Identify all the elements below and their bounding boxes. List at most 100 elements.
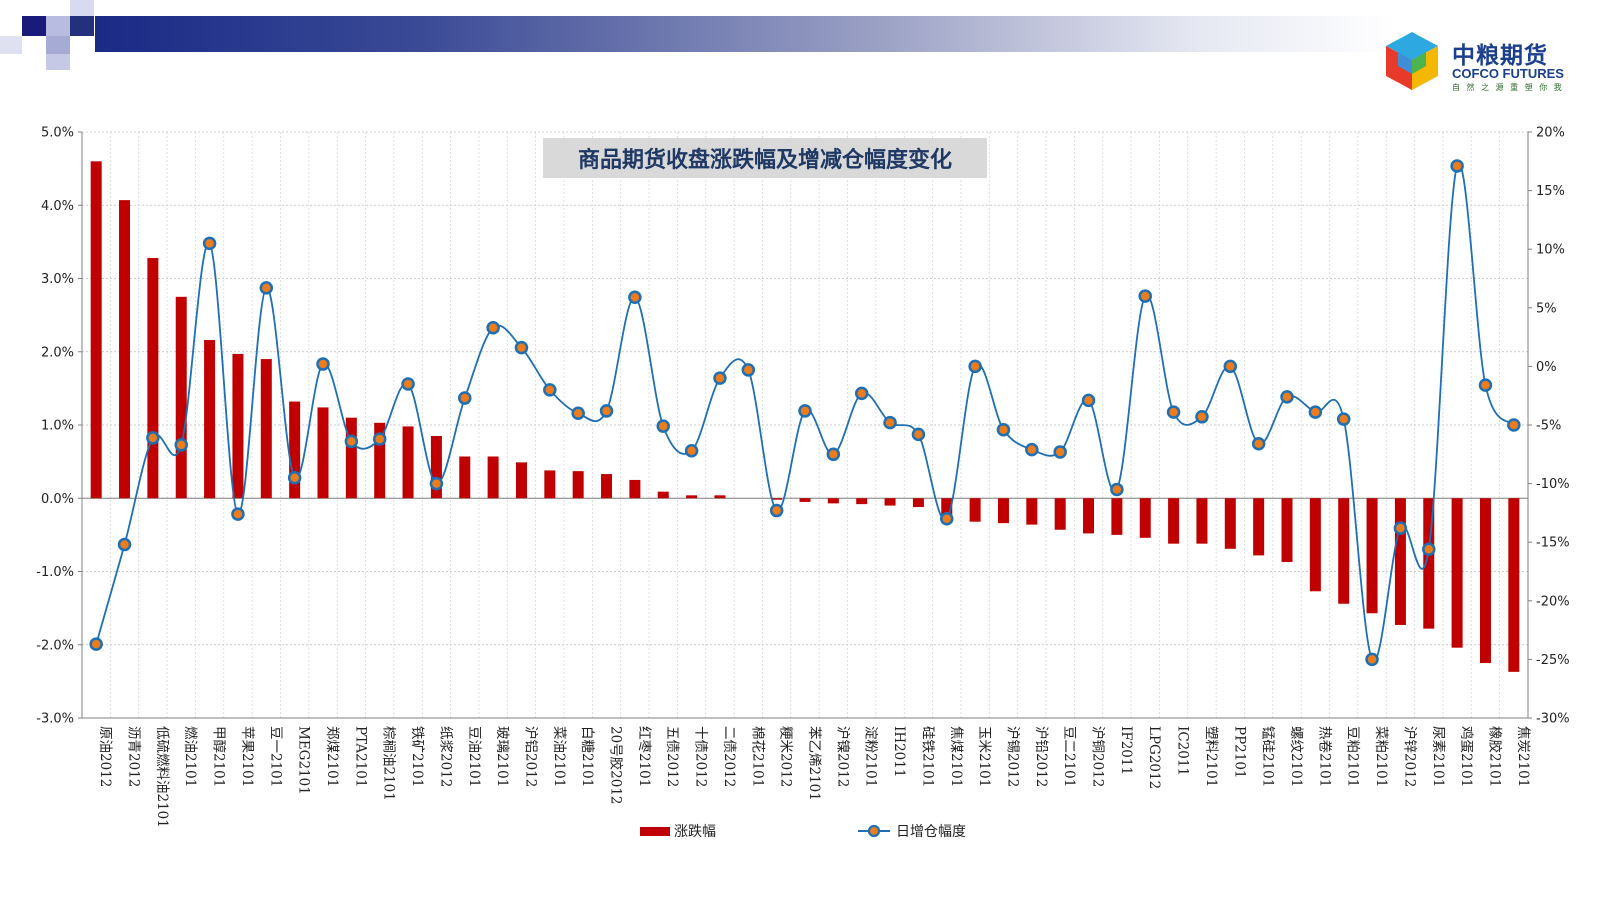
line-point [117,537,132,552]
line-point [599,404,614,418]
x-axis-tick-label: 苹果2101 [239,726,255,787]
line-point [401,377,415,391]
right-axis-tick-label: -25% [1536,653,1570,668]
left-axis-tick-label: 0.0% [41,492,74,507]
line-point [259,281,274,295]
x-axis-tick-label: 螺纹2101 [1288,726,1304,787]
line-point [798,404,812,418]
slide-header [0,0,1600,80]
line-point [1195,410,1209,424]
left-axis-tick-label: -3.0% [36,712,74,727]
header-square-light [0,36,22,54]
x-axis-tick-label: IH2011 [891,726,907,777]
header-square-lavender [46,16,70,36]
x-axis-tick-label: 沪铝2012 [522,726,538,787]
line-point [1478,378,1493,392]
line-point [656,419,670,433]
right-axis-tick-label: -5% [1536,419,1561,434]
header-square-mid [46,36,70,54]
right-axis-tick-label: 20% [1536,126,1565,141]
left-axis-tick-label: 4.0% [41,199,74,214]
line-point [940,512,954,526]
bar [714,495,726,499]
bar [260,359,272,499]
x-axis-tick-label: 塑料2101 [1203,726,1219,787]
line-point [1110,482,1124,497]
line-point [1025,442,1039,457]
bar [459,456,471,499]
x-axis-tick-label: 粳米2012 [778,726,794,787]
chart-title: 商品期货收盘涨跌幅及增减仓幅度变化 [578,147,952,173]
line-point [1223,359,1238,374]
line-point [89,637,103,651]
x-axis-tick-label: 橡胶2101 [1486,726,1503,787]
line-point [883,415,897,430]
line-point [202,236,217,251]
bar [1423,498,1435,629]
line-point [1507,418,1521,432]
bar [289,401,301,499]
legend-label: 日增仓幅度 [896,824,966,840]
bar [1026,498,1038,525]
bar [1508,498,1520,672]
x-axis-tick-label: 尿素2101 [1430,726,1446,787]
x-axis-tick-label: 低硫燃料油2101 [154,726,171,828]
x-axis-tick-label: 焦炭2101 [1515,726,1531,787]
line-point [1450,159,1464,173]
line-point [344,434,359,449]
line-point [372,432,387,446]
category-labels: 原油2012 沥青2012 低硫燃料油2101 燃油2101 甲醇2101 苹果2101 豆… [97,726,1531,828]
x-axis-tick-label: 沪锌2012 [1401,726,1417,787]
bar [1139,498,1151,538]
left-axis-tick-label: -2.0% [36,638,74,653]
bar [345,417,357,499]
line-point [769,503,784,518]
line-point [1280,390,1294,404]
bar [90,161,102,499]
bar [515,462,527,499]
bar [175,296,187,499]
right-axis-tick-label: 0% [1536,360,1557,375]
bar [997,498,1009,524]
line-point [684,444,699,458]
bar [771,498,783,500]
bar [686,495,698,499]
line-point [968,359,982,374]
legend: 涨跌幅 日增仓幅度 [640,824,966,840]
left-axis-tick-label: -1.0% [36,565,74,580]
line-point [571,406,585,421]
header-square-bottom [46,54,70,70]
line-point [911,427,926,442]
bar [317,407,329,499]
line-point [1308,405,1323,419]
bar [402,426,414,499]
x-axis-tick-label: PP2101 [1231,726,1247,779]
line-point [1422,542,1436,556]
x-axis-tick-label: 玉米2101 [976,726,992,787]
line-point [174,438,188,452]
x-axis-tick-label: 焦煤2101 [948,726,964,787]
bar [1479,498,1491,664]
bar [544,470,556,499]
line-point [486,320,500,335]
header-square-pale [70,0,94,16]
bar [1083,498,1095,534]
line-point [1053,445,1067,459]
legend-label: 涨跌幅 [674,824,716,840]
line-point [514,340,529,355]
x-axis-tick-label: 硅铁2101 [919,726,935,787]
x-axis-tick-label: 铁矿2101 [409,726,425,787]
x-axis-tick-label: 淀粉2101 [863,726,879,787]
x-axis-tick-label: 原油2012 [97,726,113,787]
x-axis-tick-label: 热卷2101 [1316,726,1332,787]
bar [1253,498,1265,556]
x-axis-tick-label: 鸡蛋2101 [1458,726,1475,787]
x-axis-tick-label: 十债2012 [693,726,709,787]
bar [1281,498,1293,562]
bar [912,498,924,508]
line-point [741,363,756,377]
right-axis-tick-label: 5% [1536,301,1557,316]
bar [430,435,442,499]
left-axis-tick-label: 3.0% [41,272,74,287]
